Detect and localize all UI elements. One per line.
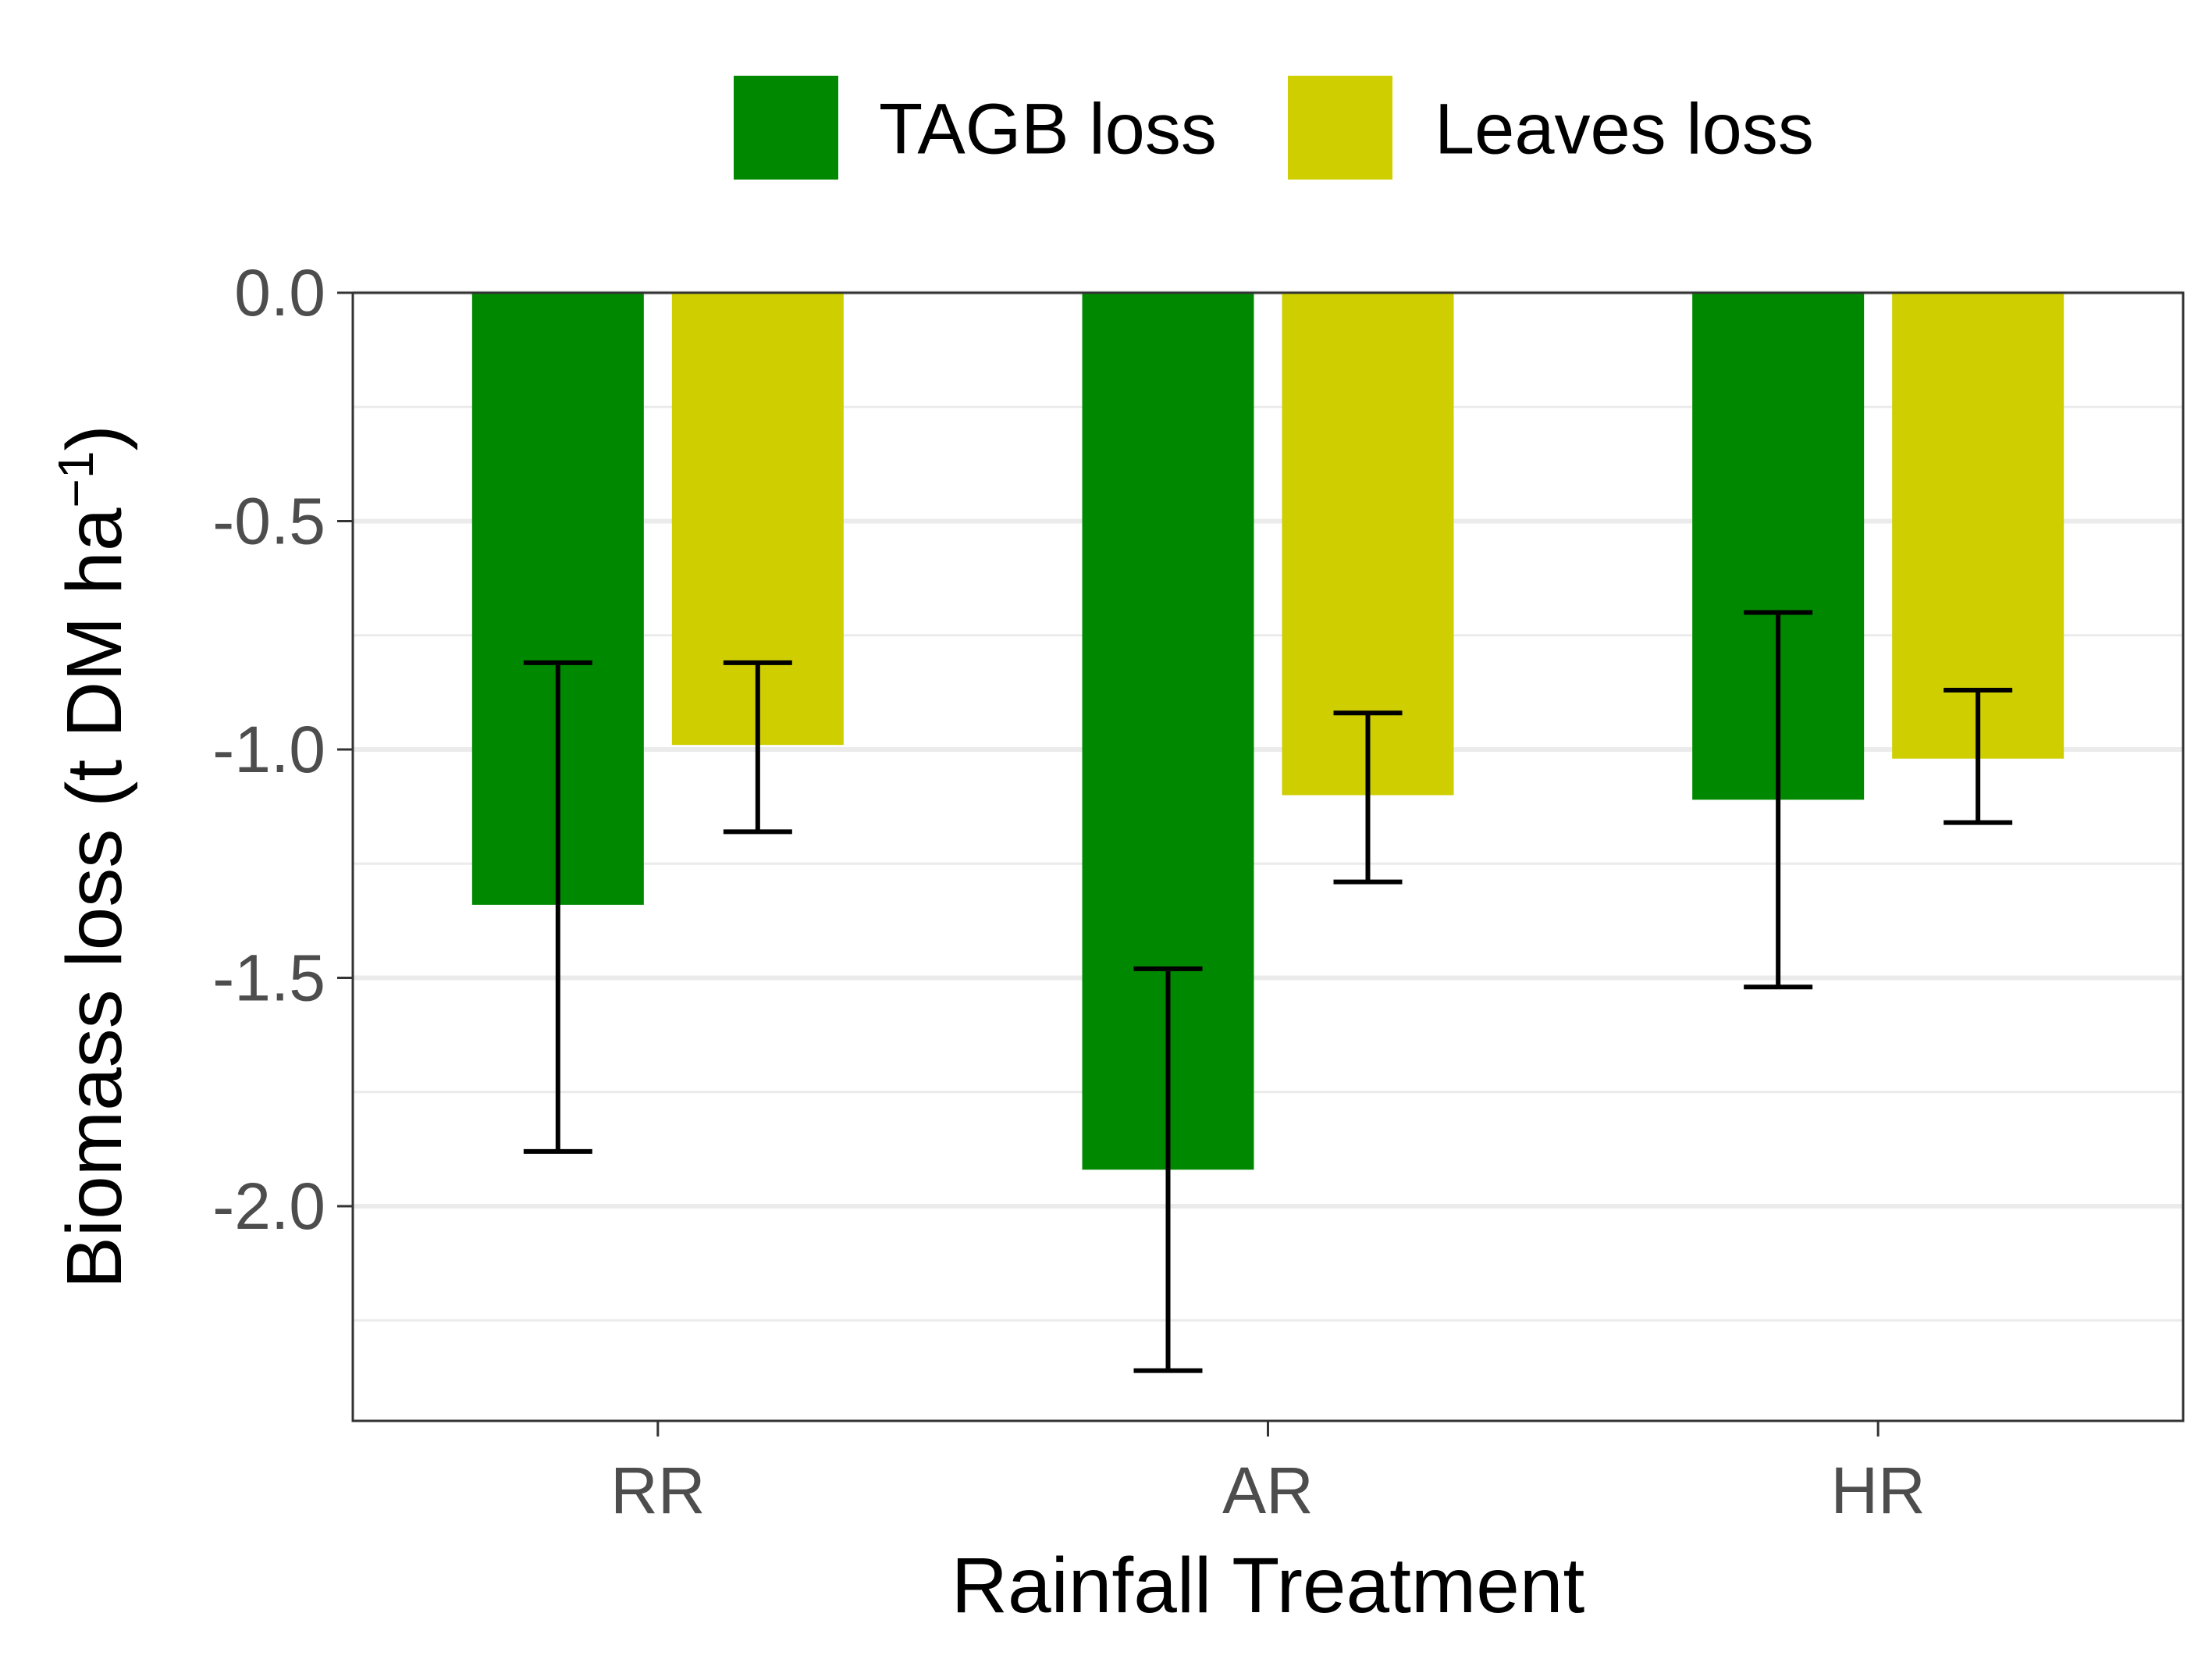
plot-panel: [353, 293, 2183, 1421]
legend-item-leaves-loss: Leaves loss: [1288, 76, 1814, 180]
x-axis: RR AR HR: [610, 1421, 1926, 1527]
legend-item-tagb-loss: TAGB loss: [734, 76, 1217, 180]
legend: TAGB loss Leaves loss: [734, 76, 1814, 180]
y-axis-title-main: Biomass loss (t DM ha: [51, 507, 138, 1289]
y-axis-title: Biomass loss (t DM ha−1): [48, 425, 138, 1289]
error-bar: [723, 660, 792, 835]
y-tick-label: -0.5: [212, 485, 325, 558]
legend-swatch: [1288, 76, 1392, 180]
y-axis-title-superscript: −1: [48, 451, 104, 508]
error-bar: [1944, 687, 2013, 825]
y-tick-label: -1.5: [212, 942, 325, 1015]
legend-swatch: [734, 76, 838, 180]
y-tick-label: -1.0: [212, 713, 325, 786]
error-bars: [523, 610, 2013, 1373]
error-bar: [523, 660, 592, 1154]
x-tick-label: HR: [1831, 1454, 1926, 1527]
x-axis-title: Rainfall Treatment: [951, 1542, 1585, 1629]
minor-gridlines: [353, 405, 2183, 1322]
y-tick-label: -2.0: [212, 1169, 325, 1243]
error-bar: [1333, 710, 1403, 885]
y-axis-title-suffix: ): [51, 425, 138, 450]
legend-label: TAGB loss: [879, 90, 1217, 169]
legend-label: Leaves loss: [1435, 90, 1814, 169]
bar-leaves-loss-hr: [1892, 293, 2064, 759]
x-tick-label: RR: [610, 1454, 705, 1527]
y-axis: 0.0 -0.5 -1.0 -1.5 -2.0: [212, 256, 353, 1243]
y-tick-label: 0.0: [234, 256, 325, 329]
error-bar: [1133, 966, 1203, 1373]
x-tick-label: AR: [1222, 1454, 1314, 1527]
error-bar: [1744, 610, 1813, 990]
